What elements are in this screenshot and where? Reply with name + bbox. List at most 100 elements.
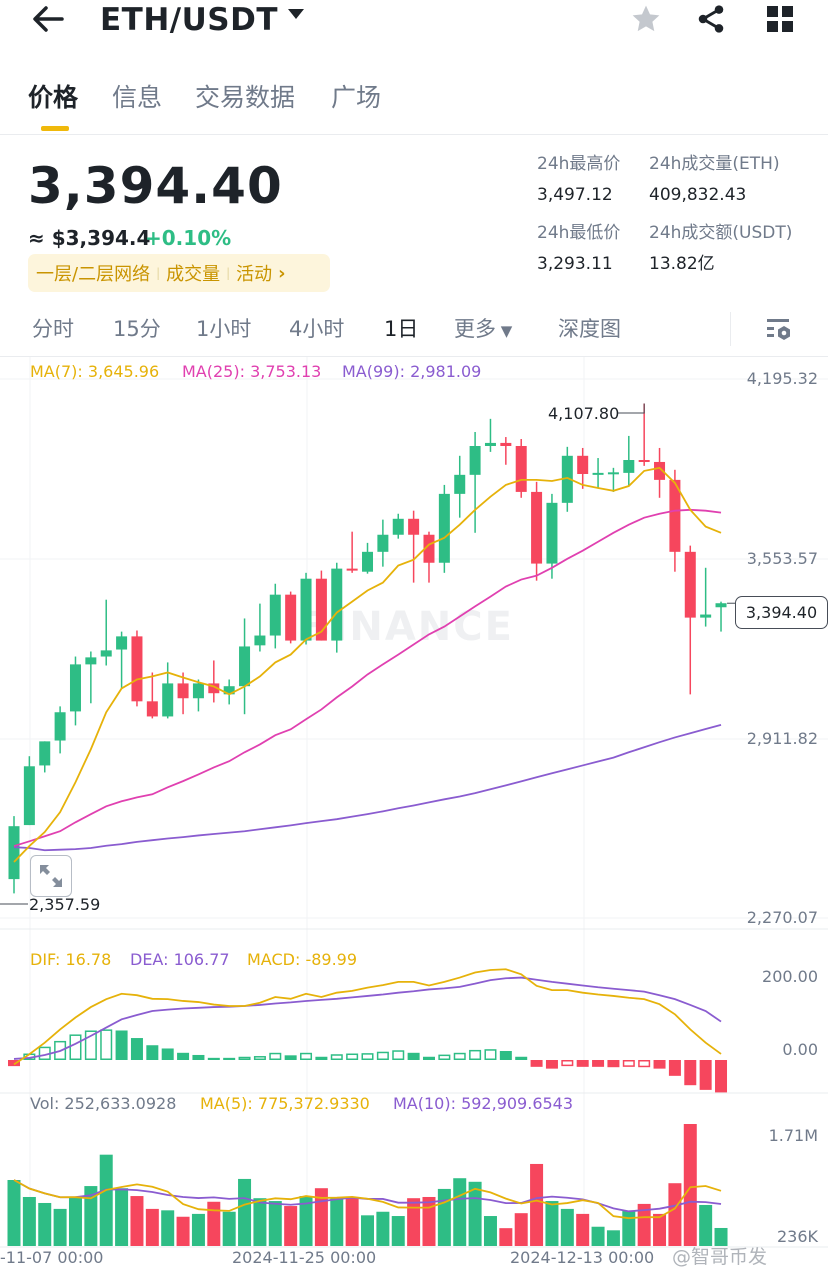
- candle-body: [269, 594, 281, 636]
- star-icon: [632, 5, 660, 32]
- more-label: 更多: [454, 317, 496, 341]
- tab-price[interactable]: 价格: [28, 83, 79, 112]
- volume-bar: [376, 1211, 390, 1246]
- macd-histogram-bar: [376, 1051, 389, 1060]
- timeframe-4h[interactable]: 4小时: [289, 317, 345, 341]
- layout-button[interactable]: [765, 4, 795, 38]
- candle-body: [239, 646, 251, 687]
- volume-axis-label: 236K: [776, 1227, 818, 1246]
- volume-bar: [53, 1208, 67, 1246]
- volume-bar: [407, 1198, 421, 1246]
- volume-bar: [637, 1203, 651, 1246]
- tab-square[interactable]: 广场: [331, 83, 382, 112]
- price-axis-label: 4,195.32: [746, 369, 818, 388]
- candle-body: [454, 474, 466, 494]
- volume-bar: [591, 1226, 605, 1246]
- timeframe-1d[interactable]: 1日: [384, 317, 419, 341]
- tab-trading-data[interactable]: 交易数据: [195, 83, 296, 112]
- favorite-button[interactable]: [630, 3, 662, 39]
- candle-body: [638, 459, 650, 462]
- macd-histogram-bar: [84, 1030, 97, 1060]
- candle-body: [146, 701, 158, 717]
- ma7-line: [13, 466, 722, 863]
- expand-icon: [40, 865, 62, 887]
- candle-body: [162, 683, 174, 717]
- volume-bar: [207, 1201, 221, 1246]
- date-label: 2024-12-13 00:00: [510, 1248, 655, 1267]
- timeframe-1h[interactable]: 1小时: [196, 317, 252, 341]
- candle-body: [700, 614, 712, 618]
- price-axis-label: 2,911.82: [746, 729, 818, 748]
- candle-body: [346, 568, 358, 571]
- stat-label-volume-eth: 24h成交量(ETH): [649, 154, 780, 174]
- timeframe-depth[interactable]: 深度图: [558, 317, 621, 341]
- tag-volume[interactable]: 成交量: [166, 264, 221, 285]
- high-marker-line: [617, 403, 645, 414]
- volume-bar: [622, 1211, 636, 1246]
- macd-axis-label: 200.00: [762, 967, 818, 986]
- volume-legend: Vol: 252,633.0928: [30, 1094, 177, 1113]
- volume-bar: [22, 1196, 36, 1246]
- volume-bar: [161, 1210, 175, 1246]
- macd-histogram-bar: [684, 1060, 697, 1086]
- timeframe-line[interactable]: 分时: [32, 317, 74, 341]
- last-price: 3,394.40: [28, 157, 283, 215]
- volume-bar: [606, 1230, 620, 1246]
- candle-body: [423, 534, 435, 563]
- back-button[interactable]: [30, 4, 66, 34]
- timeframe-15m[interactable]: 15分: [113, 317, 161, 341]
- expand-chart-button[interactable]: [30, 855, 72, 897]
- candle-body: [331, 568, 343, 641]
- volume-bar: [7, 1180, 21, 1246]
- macd-histogram-bar: [238, 1056, 251, 1061]
- share-button[interactable]: [695, 3, 727, 39]
- dea-legend: DEA: 106.77: [130, 950, 230, 969]
- macd-histogram-bar: [545, 1060, 558, 1069]
- macd-histogram-bar: [576, 1060, 589, 1067]
- tag-activity[interactable]: 活动: [236, 264, 273, 285]
- stat-label-low: 24h最低价: [537, 223, 621, 243]
- candle-body: [300, 578, 312, 641]
- candle-body: [54, 712, 66, 741]
- candle-body: [208, 683, 220, 694]
- tag-pill[interactable]: 一层/二层网络 | 成交量 | 活动 ›: [28, 254, 330, 292]
- volume-ma10-legend: MA(10): 592,909.6543: [393, 1094, 574, 1113]
- tag-layer-network[interactable]: 一层/二层网络: [36, 264, 151, 285]
- volume-ma5-legend: MA(5): 775,372.9330: [200, 1094, 370, 1113]
- ma25-line: [13, 508, 722, 847]
- volume-bar: [361, 1215, 375, 1246]
- chart-settings-button[interactable]: [765, 316, 793, 348]
- ma99-line: [13, 723, 722, 852]
- volume-bar: [653, 1213, 667, 1246]
- back-arrow-icon: [33, 6, 64, 32]
- usd-price: ≈ $3,394.4: [28, 226, 151, 250]
- candle-body: [531, 491, 543, 564]
- macd-legend: MACD: -89.99: [247, 950, 358, 969]
- candle-body: [23, 766, 35, 826]
- date-label: 2024-11-25 00:00: [232, 1248, 377, 1267]
- candle-body: [377, 534, 389, 552]
- pair-title[interactable]: ETH/USDT: [100, 2, 278, 38]
- macd-histogram-bar: [161, 1048, 174, 1060]
- candle-body: [85, 657, 97, 665]
- volume-bar: [699, 1204, 713, 1246]
- macd-histogram-bar: [699, 1060, 712, 1090]
- volume-bar: [391, 1216, 405, 1246]
- divider: [0, 356, 828, 357]
- macd-histogram-bar: [484, 1049, 497, 1060]
- candle-body: [438, 493, 450, 563]
- volume-bar: [68, 1196, 82, 1246]
- macd-histogram-bar: [438, 1054, 451, 1060]
- dif-line: [13, 968, 722, 1066]
- macd-histogram-bar: [638, 1060, 651, 1068]
- dropdown-caret-icon[interactable]: [288, 9, 304, 19]
- macd-histogram-bar: [668, 1060, 681, 1076]
- candle-body: [285, 594, 297, 641]
- grid-menu-icon: [767, 6, 793, 32]
- tab-info[interactable]: 信息: [112, 83, 163, 112]
- volume-bar: [314, 1188, 328, 1246]
- candle-body: [500, 442, 512, 447]
- timeframe-more[interactable]: 更多 ▼: [454, 314, 512, 346]
- macd-histogram-bar: [715, 1060, 728, 1093]
